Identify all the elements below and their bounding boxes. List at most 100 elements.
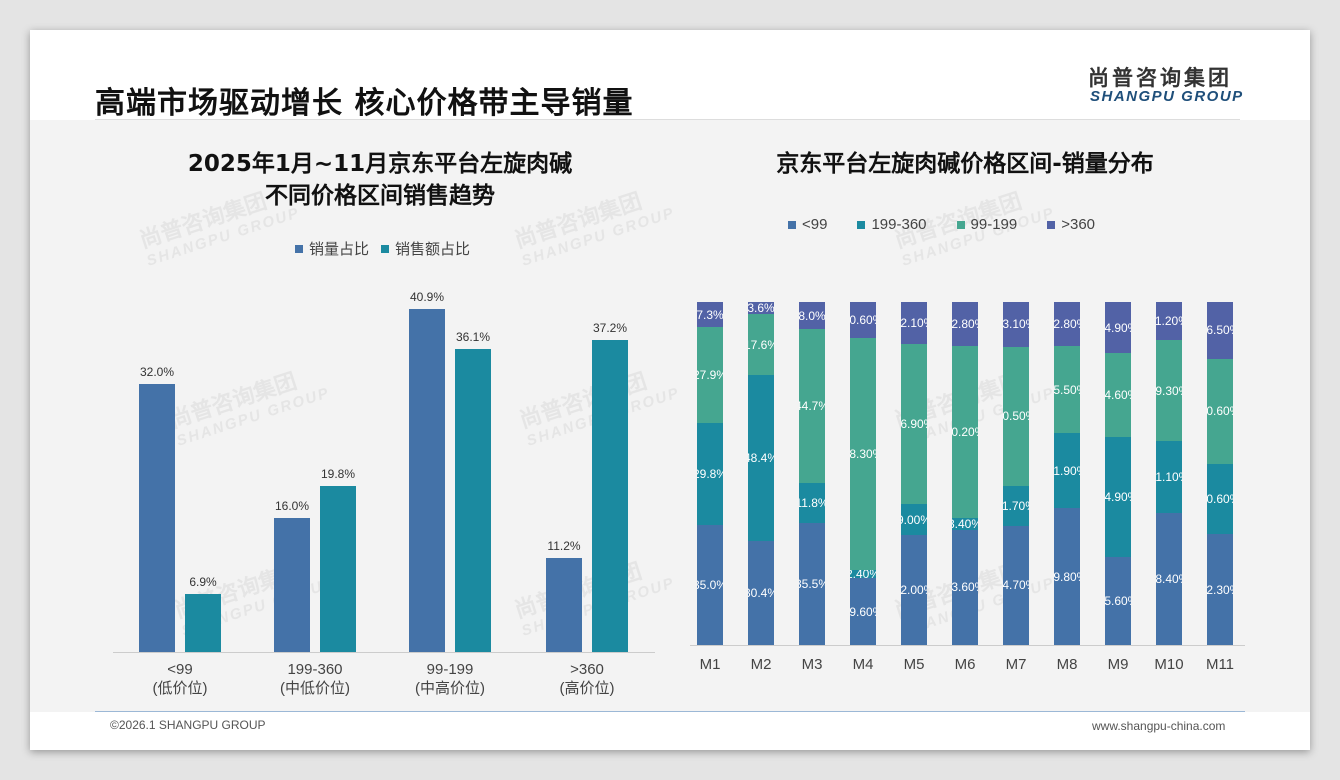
data-label: 39.80% xyxy=(1054,569,1080,584)
data-label: 44.7% xyxy=(799,399,825,414)
stack-segment-199-360: 11.70% xyxy=(1003,485,1029,526)
legend-label: <99 xyxy=(802,216,828,233)
bar-volume xyxy=(139,383,175,652)
stack-segment-199-360: 29.8% xyxy=(697,422,723,525)
x-tick-label: 199-360 xyxy=(287,661,343,678)
legend-label: 销售额占比 xyxy=(395,241,471,258)
stack-segment->360: 14.90% xyxy=(1105,302,1131,354)
bar-sales xyxy=(592,340,628,652)
data-label: 21.10% xyxy=(1156,470,1182,485)
x-tick-label: M4 xyxy=(852,656,874,673)
data-label: 7.3% xyxy=(697,307,723,322)
stack-segment->360: 11.20% xyxy=(1156,302,1182,341)
data-label: 24.60% xyxy=(1105,388,1131,403)
x-tick-label: M3 xyxy=(801,656,823,673)
x-tick-label: M7 xyxy=(1005,656,1027,673)
data-label: 29.30% xyxy=(1156,383,1182,398)
left-legend: 销量占比 销售额占比 xyxy=(295,238,470,259)
data-label: 12.80% xyxy=(1054,316,1080,331)
logo-cn: 尚普咨询集团 xyxy=(1088,66,1232,90)
stack-segment->360: 12.80% xyxy=(952,302,978,346)
legend-item: 99-199 xyxy=(956,216,1018,233)
stack-segment-199-360: 2.40% xyxy=(850,570,876,579)
stack-segment-99-199: 46.90% xyxy=(901,343,927,505)
stack-segment->360: 12.80% xyxy=(1054,302,1080,346)
data-label: 3.40% xyxy=(952,518,978,530)
stack-segment->360: 16.50% xyxy=(1207,302,1233,359)
x-tick-sublabel: (中低价位) xyxy=(280,680,350,697)
header-divider xyxy=(95,119,1240,120)
legend-item: 199-360 xyxy=(857,216,927,233)
legend-item: <99 xyxy=(788,216,827,233)
data-label: 11.2% xyxy=(547,539,581,554)
stack-segment-99-199: 29.30% xyxy=(1156,340,1182,441)
logo-en: SHANGPU GROUP xyxy=(1090,88,1244,105)
data-label: 38.40% xyxy=(1156,572,1182,587)
data-label: 21.90% xyxy=(1054,463,1080,478)
stack-segment-<99: 33.60% xyxy=(952,529,978,645)
stack-segment-<99: 34.70% xyxy=(1003,525,1029,645)
x-tick-label: M8 xyxy=(1056,656,1078,673)
content-area xyxy=(30,120,1310,712)
footer-website: www.shangpu-china.com xyxy=(1092,719,1226,733)
legend-label: 99-199 xyxy=(970,216,1018,233)
data-label: 19.60% xyxy=(850,604,876,619)
x-tick-label: M5 xyxy=(903,656,925,673)
stack-segment-<99: 39.80% xyxy=(1054,508,1080,645)
data-label: 29.8% xyxy=(697,466,723,481)
x-tick-sublabel: (中高价位) xyxy=(415,680,485,697)
stack-segment-<99: 38.40% xyxy=(1156,513,1182,645)
legend-swatch xyxy=(1047,220,1056,229)
stack-segment-199-360: 11.8% xyxy=(799,482,825,524)
data-label: 12.10% xyxy=(901,315,927,330)
data-label: 16.0% xyxy=(274,498,310,513)
data-label: 35.5% xyxy=(799,577,825,592)
data-label: 35.0% xyxy=(697,577,723,592)
stack-segment-99-199: 27.9% xyxy=(697,327,723,423)
data-label: 3.6% xyxy=(748,302,774,315)
data-label: 68.30% xyxy=(850,447,876,462)
data-label: 10.60% xyxy=(850,313,876,328)
stack-segment->360: 12.10% xyxy=(901,302,927,344)
data-label: 13.10% xyxy=(1003,317,1029,332)
data-label: 40.50% xyxy=(1003,409,1029,424)
data-label: 34.70% xyxy=(1003,578,1029,593)
footer-divider xyxy=(95,711,1245,712)
data-label: 20.60% xyxy=(1207,491,1233,506)
stack-segment-<99: 35.5% xyxy=(799,523,825,645)
stack-segment-99-199: 40.50% xyxy=(1003,346,1029,486)
footer-copyright: ©2026.1 SHANGPU GROUP xyxy=(110,718,266,732)
legend-label: 销量占比 xyxy=(309,241,370,258)
legend-swatch xyxy=(381,244,390,253)
stack-segment-<99: 35.0% xyxy=(697,524,723,645)
data-label: 32.30% xyxy=(1207,582,1233,597)
data-label: 48.4% xyxy=(748,450,774,465)
legend-item-volume: 销量占比 xyxy=(295,238,369,259)
data-label: 32.0% xyxy=(139,364,175,379)
right-legend: <99 199-360 99-199 >360 xyxy=(788,216,1095,233)
legend-swatch xyxy=(956,220,965,229)
stack-segment-99-199: 50.20% xyxy=(952,345,978,519)
stack-segment-<99: 32.00% xyxy=(901,535,927,645)
stack-segment-<99: 19.60% xyxy=(850,578,876,645)
bar-sales xyxy=(320,485,356,652)
x-tick-label: M6 xyxy=(954,656,976,673)
left-chart-title: 2025年1月~11月京东平台左旋肉碱 不同价格区间销售趋势 xyxy=(115,148,645,212)
data-label: 6.9% xyxy=(189,575,217,590)
data-label: 11.70% xyxy=(1003,498,1029,513)
data-label: 17.6% xyxy=(748,337,774,352)
stack-segment-99-199: 24.60% xyxy=(1105,353,1131,438)
x-tick-label: 99-199 xyxy=(426,661,474,678)
stack-segment->360: 3.6% xyxy=(748,302,774,315)
data-label: 50.20% xyxy=(952,424,978,439)
data-label: 9.00% xyxy=(901,512,927,527)
stack-segment-<99: 30.4% xyxy=(748,540,774,645)
x-axis xyxy=(113,652,655,653)
stack-segment-99-199: 17.6% xyxy=(748,314,774,375)
x-tick-label: <99 xyxy=(167,661,193,678)
data-label: 12.80% xyxy=(952,316,978,331)
right-chart-title: 京东平台左旋肉碱价格区间-销量分布 xyxy=(776,151,1154,177)
page-title: 高端市场驱动增长 核心价格带主导销量 xyxy=(95,86,634,121)
x-tick-label: >360 xyxy=(570,661,604,678)
stack-segment-99-199: 30.60% xyxy=(1207,358,1233,464)
